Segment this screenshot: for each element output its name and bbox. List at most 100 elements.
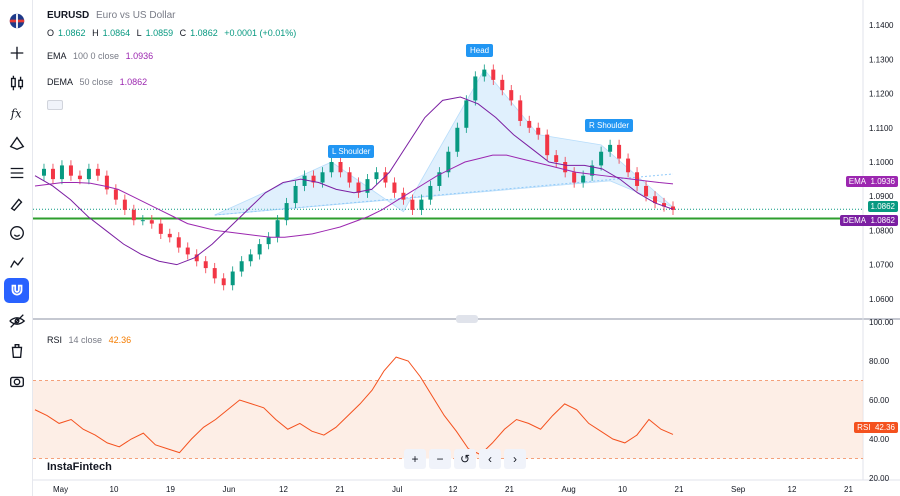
time-tick-label: 12 (788, 485, 797, 494)
time-tick-label: 21 (844, 485, 853, 494)
candle-body (410, 199, 415, 210)
rsi-value: 42.36 (108, 335, 132, 345)
symbol-legend: EURUSD Euro vs US Dollar (47, 10, 179, 21)
candle-body (392, 182, 397, 193)
candle-body (500, 79, 505, 91)
candle-body (68, 165, 73, 176)
candle-body (509, 90, 514, 101)
scroll-left-button[interactable]: ‹ (479, 449, 501, 469)
ema-params: 100 0 close (73, 51, 120, 61)
time-tick-label: May (53, 485, 68, 494)
rsi-band (33, 380, 863, 459)
chart-area[interactable]: 1.1400 1.1300 1.1200 1.1100 1.1000 1.0900 1.08… (33, 0, 900, 496)
emoji-icon[interactable] (4, 220, 29, 245)
dema-tag-label: DEMA (842, 216, 867, 225)
ema-price-tag: EMA 1.0936 (845, 176, 898, 187)
ohlc-close: 1.0862 (190, 28, 218, 38)
candle-body (311, 175, 316, 183)
rsi-tag-value: 42.36 (874, 423, 895, 432)
candle-body (266, 237, 271, 245)
candle-body (383, 172, 388, 183)
rsi-tag-label: RSI (857, 423, 871, 432)
time-tick-label: 21 (336, 485, 345, 494)
brush-icon[interactable] (4, 190, 29, 215)
function-icon[interactable]: fx (4, 100, 29, 125)
rsi-tick-label: 20.00 (869, 474, 890, 483)
candle-body (122, 199, 127, 210)
candle-body (581, 175, 586, 183)
last-price-tag: 1.0862 (867, 201, 898, 212)
neckline (214, 173, 674, 216)
ohlc-h-label: H (92, 28, 99, 38)
dema-line (34, 96, 674, 266)
price-tick-label: 1.1400 (869, 21, 894, 30)
candle-body (41, 168, 46, 176)
candle-body (482, 69, 487, 77)
symbol-description: Euro vs US Dollar (96, 10, 176, 21)
candle-body (428, 185, 433, 200)
rsi-params: 14 close (68, 335, 103, 345)
candle-body (464, 100, 469, 128)
svg-text:fx: fx (9, 106, 21, 120)
candle-body (365, 179, 370, 193)
time-tick-label: 12 (449, 485, 458, 494)
candle-body (329, 162, 334, 173)
time-tick-label: Sep (731, 485, 746, 494)
rsi-tick-label: 80.00 (869, 357, 890, 366)
rsi-name: RSI (47, 335, 63, 345)
candle-body (374, 172, 379, 180)
scroll-right-button[interactable]: › (504, 449, 526, 469)
magnet-icon[interactable] (4, 278, 29, 303)
ema-tag-label: EMA (848, 177, 867, 186)
collapse-legend-button[interactable] (47, 100, 63, 110)
zoom-out-button[interactable]: − (429, 449, 451, 469)
time-tick-label: 19 (166, 485, 175, 494)
trash-icon[interactable] (4, 338, 29, 363)
candle-body (347, 172, 352, 183)
time-tick-label: 21 (505, 485, 514, 494)
ohlc-l-label: L (136, 28, 142, 38)
zoom-in-button[interactable]: + (404, 449, 426, 469)
rsi-tick-label: 100.00 (869, 318, 894, 327)
rsi-legend[interactable]: RSI 14 close 42.36 (47, 335, 135, 345)
head-shoulders-shading (214, 68, 674, 216)
dema-params: 50 close (79, 77, 114, 87)
candle-body (221, 278, 226, 286)
flag-icon[interactable] (4, 8, 29, 33)
price-tick-label: 1.1300 (869, 55, 894, 64)
candle-body (176, 237, 181, 248)
fib-tool-icon[interactable] (4, 160, 29, 185)
pane-resize-handle[interactable] (456, 315, 478, 323)
candle-body (50, 168, 55, 180)
price-chart-canvas[interactable]: 1.14001.13001.12001.11001.10001.09001.08… (33, 0, 900, 496)
forecast-icon[interactable] (4, 250, 29, 275)
watermark: InstaFintech (47, 461, 112, 473)
drawing-toolbar: fx (0, 0, 33, 496)
screenshot-icon[interactable] (4, 368, 29, 393)
price-tick-label: 1.1000 (869, 158, 894, 167)
rsi-tick-label: 60.00 (869, 396, 890, 405)
pattern-tool-icon[interactable] (4, 130, 29, 155)
ema-legend[interactable]: EMA 100 0 close 1.0936 (47, 51, 157, 61)
reset-chart-button[interactable]: ↺ (454, 449, 476, 469)
candle-body (356, 182, 361, 193)
dema-legend[interactable]: DEMA 50 close 1.0862 (47, 77, 151, 87)
candle-body (104, 175, 109, 190)
candle-body (590, 165, 595, 176)
ohlc-o-label: O (47, 28, 55, 38)
candle-body (95, 168, 100, 176)
hide-drawings-icon[interactable] (4, 308, 29, 333)
candle-body (572, 172, 577, 183)
crosshair-icon[interactable] (4, 40, 29, 65)
time-tick-label: 12 (279, 485, 288, 494)
candle-body (320, 172, 325, 183)
ohlc-c-label: C (179, 28, 187, 38)
candle-body (257, 244, 262, 255)
candle-body (131, 209, 136, 221)
ohlc-open: 1.0862 (58, 28, 86, 38)
candles-icon[interactable] (4, 70, 29, 95)
price-tick-label: 1.1100 (869, 124, 893, 133)
time-tick-label: Jul (392, 485, 402, 494)
rsi-tick-label: 40.00 (869, 435, 890, 444)
candle-body (527, 120, 532, 128)
